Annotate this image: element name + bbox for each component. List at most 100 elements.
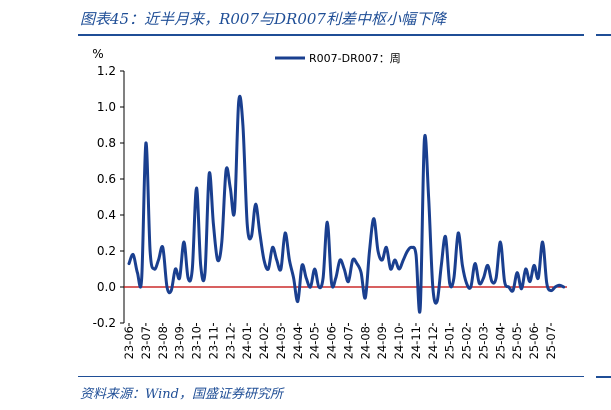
data-point (377, 250, 379, 252)
y-tick-label: 0.4 (97, 208, 116, 222)
data-point (166, 286, 168, 288)
data-point (305, 277, 308, 279)
x-tick-label: 23-10 (190, 326, 204, 359)
y-tick-label: 0.8 (97, 136, 116, 150)
data-point (546, 282, 548, 285)
data-point (465, 282, 468, 285)
x-tick-label: 24-09 (375, 326, 389, 359)
data-point (174, 268, 177, 270)
data-point (212, 223, 215, 225)
data-point (381, 259, 384, 261)
line-chart: %1.21.00.80.60.40.20.0-0.223-06 23-07 23-0… (92, 47, 567, 359)
x-tick-label: 24-07 (341, 326, 355, 359)
data-point (373, 217, 375, 220)
data-point (529, 280, 531, 283)
data-point (178, 277, 181, 279)
data-point (508, 286, 510, 288)
data-point (330, 282, 333, 285)
data-point (444, 235, 447, 238)
data-point (351, 259, 354, 261)
data-point (419, 307, 422, 310)
x-tick-label: 23-06 (122, 326, 136, 359)
data-point (486, 264, 489, 267)
data-point (541, 241, 544, 243)
data-point (250, 235, 253, 238)
data-point (389, 268, 392, 270)
data-point (495, 277, 497, 279)
right-rule-bottom (596, 376, 611, 378)
data-point (398, 268, 400, 270)
data-point (284, 232, 286, 234)
data-point (204, 271, 206, 274)
x-tick-label: 25-05 (510, 326, 524, 359)
data-point (145, 142, 147, 144)
y-tick-label: 1.0 (97, 100, 116, 114)
series-layer (127, 94, 566, 314)
footer-rule (78, 376, 584, 377)
data-point (503, 280, 506, 283)
data-point (360, 271, 362, 274)
data-point (225, 169, 227, 171)
data-point (427, 196, 430, 198)
data-point (558, 284, 561, 286)
data-point (470, 286, 472, 288)
legend-label: R007-DR007：周 (309, 52, 401, 65)
data-point (313, 268, 316, 270)
data-point (478, 282, 481, 285)
y-tick-label: -0.2 (93, 316, 116, 330)
data-point (216, 259, 219, 261)
data-point (482, 277, 485, 279)
data-point (343, 268, 346, 270)
data-point (394, 259, 396, 261)
data-point (385, 246, 388, 249)
data-point (457, 232, 460, 234)
x-tick-label: 24-10 (392, 326, 406, 359)
x-tick-label: 23-12 (223, 326, 237, 359)
figure-title: 图表45：近半月来，R007与DR007利差中枢小幅下降 (80, 10, 446, 28)
y-axis-unit: % (92, 47, 103, 61)
header-rule (78, 34, 584, 36)
data-point (347, 280, 350, 283)
data-point (448, 282, 451, 285)
data-point (157, 259, 160, 261)
data-point (275, 259, 278, 261)
data-point (263, 259, 265, 261)
data-point (499, 241, 502, 243)
x-tick-label: 24-05 (308, 326, 322, 359)
x-tick-label: 25-04 (493, 326, 507, 359)
x-tick-label: 23-08 (156, 326, 170, 359)
data-point (242, 124, 244, 126)
data-point (199, 264, 202, 267)
data-point (339, 259, 341, 261)
data-point (183, 241, 185, 243)
data-point (254, 203, 257, 205)
data-point (356, 262, 358, 265)
data-point (410, 246, 413, 249)
data-point (318, 286, 320, 288)
data-point (368, 250, 371, 252)
data-point (237, 100, 240, 103)
data-point (309, 286, 312, 288)
data-point (516, 271, 518, 274)
data-point (415, 253, 417, 256)
data-point (335, 277, 337, 279)
data-point (259, 232, 261, 234)
data-point (195, 187, 198, 189)
axes-layer: %1.21.00.80.60.40.20.0-0.223-06 23-07 23-0… (92, 47, 567, 359)
data-point (233, 210, 236, 213)
data-point (520, 288, 523, 290)
x-tick-label: 24-11 (409, 326, 423, 359)
data-point (301, 264, 303, 267)
source-note: 资料来源：Wind，国盛证券研究所 (80, 387, 283, 402)
data-point (402, 259, 405, 261)
data-point (140, 277, 143, 279)
x-tick-label: 24-02 (257, 326, 271, 359)
x-tick-label: 23-11 (206, 326, 220, 359)
legend: R007-DR007：周 (275, 52, 401, 65)
data-point (136, 271, 139, 274)
data-point (221, 241, 223, 243)
data-point (537, 277, 540, 279)
data-point (440, 264, 443, 267)
data-point (326, 221, 329, 223)
data-point (280, 268, 282, 270)
